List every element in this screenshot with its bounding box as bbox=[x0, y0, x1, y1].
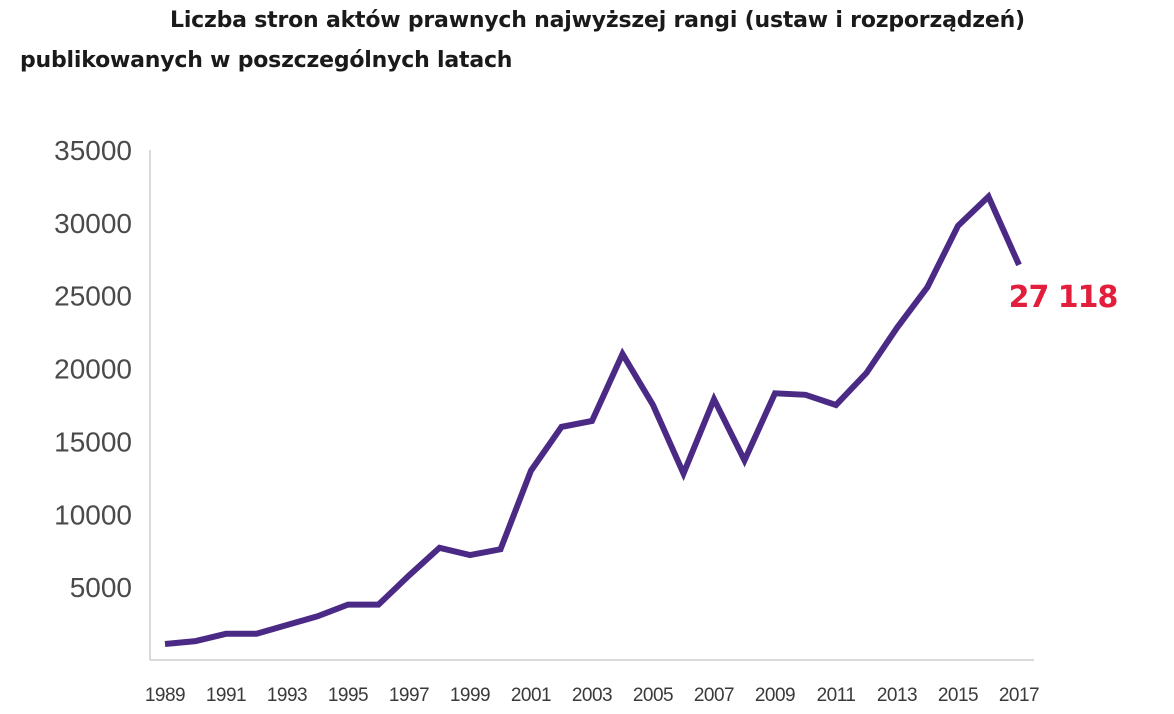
y-tick-label: 5000 bbox=[70, 572, 132, 603]
x-tick-label: 1993 bbox=[267, 685, 307, 706]
y-tick-label: 10000 bbox=[54, 499, 132, 530]
x-tick-label: 1991 bbox=[206, 685, 246, 706]
x-tick-label: 2009 bbox=[755, 685, 795, 706]
x-tick-label: 1999 bbox=[450, 685, 490, 706]
data-labels: 27 118 bbox=[1009, 280, 1119, 315]
y-tick-label: 25000 bbox=[54, 281, 132, 312]
x-tick-label: 1995 bbox=[328, 685, 368, 706]
chart-title-line-2: publikowanych w poszczególnych latach bbox=[20, 48, 513, 73]
y-tick-label: 35000 bbox=[54, 135, 132, 166]
y-tick-label: 20000 bbox=[54, 354, 132, 385]
x-tick-label: 2005 bbox=[633, 685, 673, 706]
x-tick-label: 2013 bbox=[877, 685, 917, 706]
x-tick-label: 1989 bbox=[145, 685, 185, 706]
x-tick-label: 2011 bbox=[817, 685, 856, 706]
series-group bbox=[164, 191, 1022, 647]
series-line bbox=[164, 191, 1022, 647]
y-axis-ticks: 5000 10000 15000 20000 25000 30000 35000 bbox=[54, 135, 132, 603]
y-tick-label: 30000 bbox=[54, 208, 132, 239]
x-tick-label: 2001 bbox=[511, 685, 551, 706]
chart-title-line-1: Liczba stron aktów prawnych najwyższej r… bbox=[170, 8, 1025, 33]
x-tick-label: 2017 bbox=[999, 685, 1039, 706]
x-tick-label: 2015 bbox=[938, 685, 978, 706]
x-tick-label: 2003 bbox=[572, 685, 612, 706]
y-tick-label: 15000 bbox=[54, 426, 132, 457]
chart-axes bbox=[149, 150, 1034, 661]
data-label-last-value: 27 118 bbox=[1009, 280, 1118, 315]
x-tick-label: 1997 bbox=[389, 685, 429, 706]
x-axis-ticks: 1989 1991 1993 1995 1997 1999 2001 2003 2005 2007… bbox=[145, 685, 1040, 706]
x-tick-label: 2007 bbox=[694, 685, 734, 706]
